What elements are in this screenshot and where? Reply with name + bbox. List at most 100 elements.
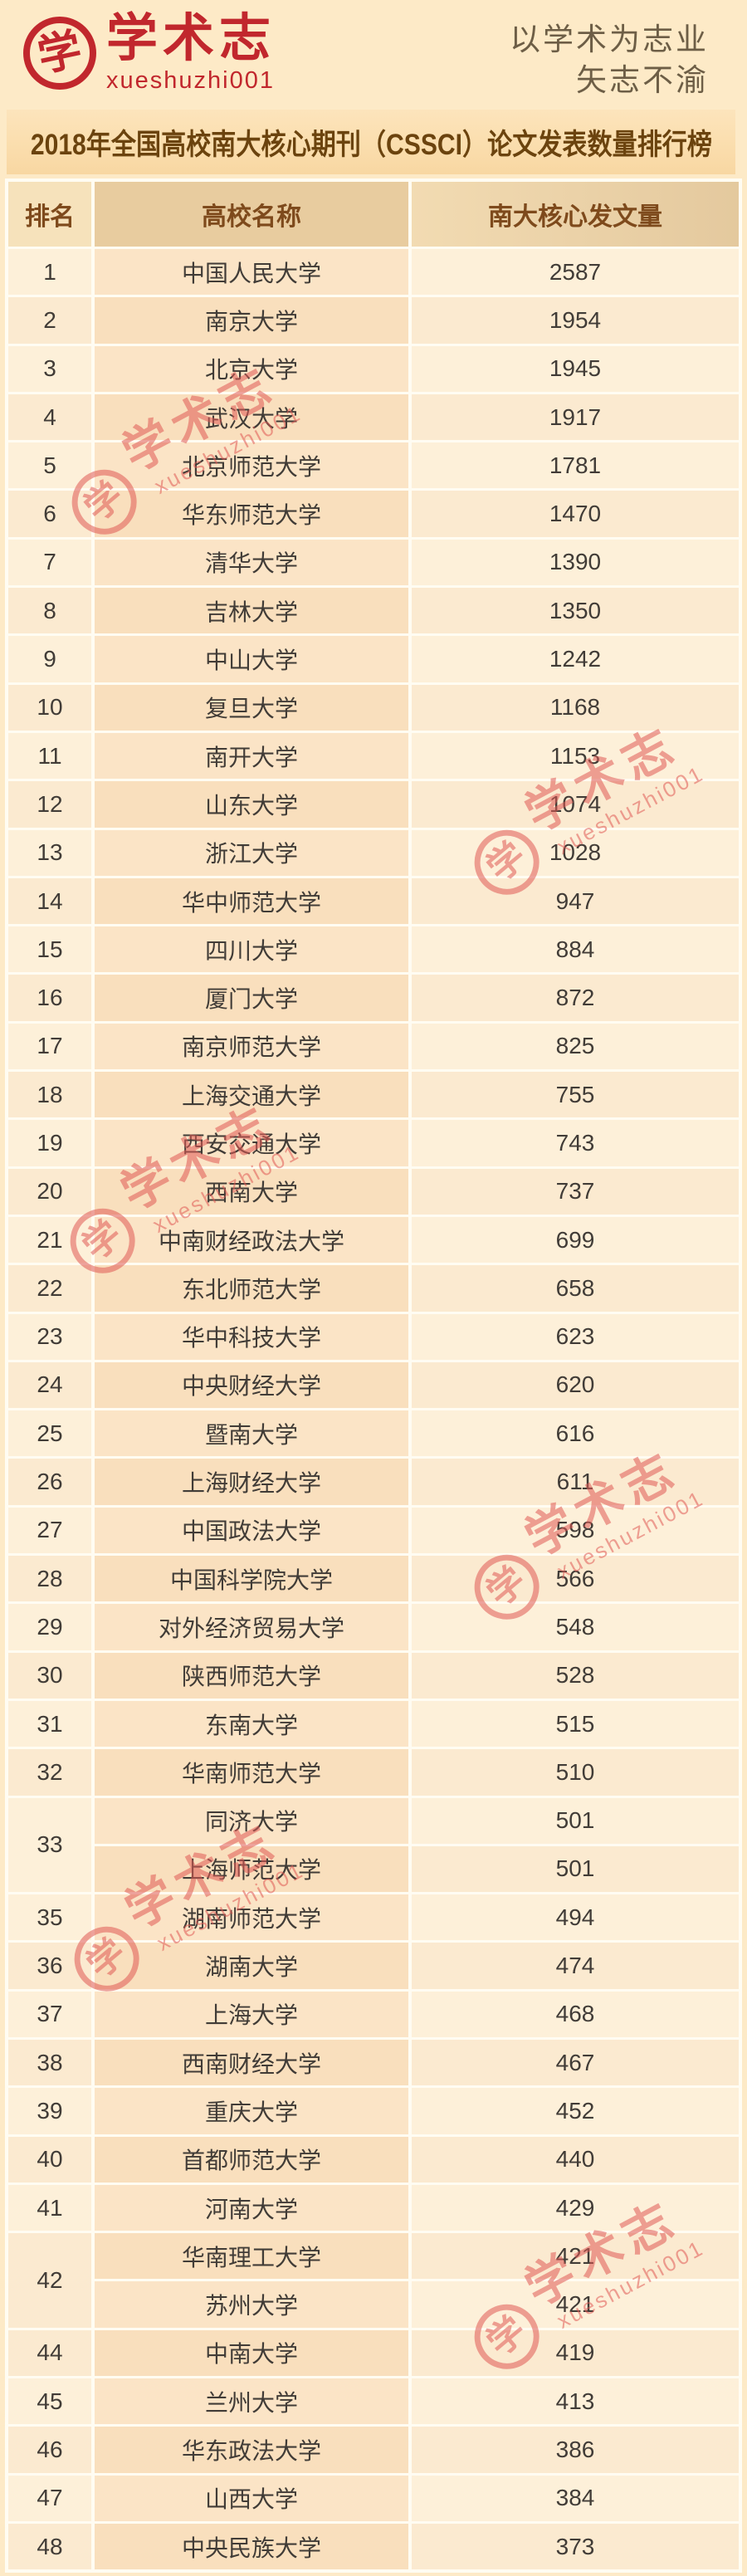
column-header-rank: 排名 [8, 182, 91, 247]
count-cell: 384 [412, 2475, 739, 2521]
count-cell: 1470 [412, 491, 739, 537]
university-cell: 兰州大学 [95, 2378, 408, 2425]
brand-logo-character: 学 [33, 25, 86, 81]
university-cell: 上海财经大学 [95, 1459, 408, 1505]
column-header-count: 南大核心发文量 [412, 182, 739, 247]
university-cell: 四川大学 [95, 926, 408, 973]
university-cell: 重庆大学 [95, 2088, 408, 2134]
university-cell: 首都师范大学 [95, 2136, 408, 2183]
count-cell: 1074 [412, 781, 739, 828]
rank-cell: 28 [8, 1556, 91, 1602]
rank-cell: 46 [8, 2427, 91, 2473]
count-cell: 429 [412, 2184, 739, 2231]
rank-cell: 29 [8, 1604, 91, 1650]
brand-logo-icon: 学 [23, 17, 96, 90]
university-cell: 西安交通大学 [95, 1120, 408, 1166]
university-cell: 华东政法大学 [95, 2427, 408, 2473]
count-cell: 2587 [412, 249, 739, 296]
rank-cell: 39 [8, 2088, 91, 2134]
count-cell: 566 [412, 1556, 739, 1602]
rank-cell: 31 [8, 1700, 91, 1747]
university-cell: 中南大学 [95, 2329, 408, 2377]
rank-cell: 38 [8, 2039, 91, 2086]
rank-cell: 5 [8, 442, 91, 489]
university-cell: 同济大学 [95, 1797, 408, 1844]
university-cell: 华东师范大学 [95, 491, 408, 537]
column-header-university: 高校名称 [95, 182, 408, 247]
university-cell: 吉林大学 [95, 588, 408, 634]
rank-cell: 3 [8, 345, 91, 392]
count-cell: 421 [412, 2233, 739, 2280]
rank-cell: 22 [8, 1265, 91, 1312]
count-cell: 620 [412, 1361, 739, 1409]
count-cell: 884 [412, 926, 739, 973]
university-cell: 东北师范大学 [95, 1265, 408, 1312]
count-cell: 386 [412, 2427, 739, 2473]
rank-cell: 19 [8, 1120, 91, 1166]
rank-cell: 48 [8, 2523, 91, 2570]
count-cell: 474 [412, 1943, 739, 1989]
rank-cell: 26 [8, 1459, 91, 1505]
university-cell: 上海师范大学 [95, 1845, 408, 1893]
count-cell: 1781 [412, 442, 739, 489]
rank-cell: 35 [8, 1894, 91, 1941]
rank-cell: 20 [8, 1168, 91, 1215]
university-cell: 华南理工大学 [95, 2233, 408, 2280]
count-cell: 737 [412, 1168, 739, 1215]
rank-cell: 7 [8, 539, 91, 586]
university-cell: 南京师范大学 [95, 1023, 408, 1070]
university-cell: 厦门大学 [95, 975, 408, 1021]
count-cell: 501 [412, 1845, 739, 1893]
rank-cell: 17 [8, 1023, 91, 1070]
university-cell: 苏州大学 [95, 2281, 408, 2328]
slogan-line-1: 以学术为志业 [510, 22, 709, 56]
rank-cell: 47 [8, 2475, 91, 2521]
rank-cell: 42 [8, 2233, 91, 2328]
rank-cell: 2 [8, 297, 91, 344]
rank-cell: 24 [8, 1361, 91, 1409]
university-cell: 上海交通大学 [95, 1072, 408, 1118]
count-cell: 743 [412, 1120, 739, 1166]
rank-cell: 41 [8, 2184, 91, 2231]
rank-cell: 6 [8, 491, 91, 537]
count-cell: 755 [412, 1072, 739, 1118]
count-cell: 598 [412, 1507, 739, 1554]
count-cell: 528 [412, 1652, 739, 1699]
count-cell: 623 [412, 1313, 739, 1360]
rank-cell: 16 [8, 975, 91, 1021]
rank-cell: 15 [8, 926, 91, 973]
rank-cell: 8 [8, 588, 91, 634]
rank-cell: 13 [8, 829, 91, 876]
brand-name: 学术志 [106, 10, 276, 67]
rank-cell: 33 [8, 1797, 91, 1893]
count-cell: 1954 [412, 297, 739, 344]
university-cell: 暨南大学 [95, 1410, 408, 1457]
count-cell: 468 [412, 1991, 739, 2037]
university-cell: 华中师范大学 [95, 877, 408, 925]
count-cell: 1390 [412, 539, 739, 586]
rank-cell: 10 [8, 684, 91, 731]
brand-text-block: 学术志 xueshuzhi001 [106, 12, 276, 95]
university-cell: 浙江大学 [95, 829, 408, 876]
count-cell: 548 [412, 1604, 739, 1650]
rank-cell: 32 [8, 1749, 91, 1796]
university-cell: 中国人民大学 [95, 249, 408, 296]
page-title: 2018年全国高校南大核心期刊（CSSCI）论文发表数量排行榜 [30, 128, 712, 161]
university-cell: 东南大学 [95, 1700, 408, 1747]
rank-cell: 21 [8, 1216, 91, 1264]
university-cell: 湖南大学 [95, 1943, 408, 1989]
rank-cell: 18 [8, 1072, 91, 1118]
university-cell: 华南师范大学 [95, 1749, 408, 1796]
count-cell: 501 [412, 1797, 739, 1844]
rank-cell: 44 [8, 2329, 91, 2377]
university-cell: 对外经济贸易大学 [95, 1604, 408, 1650]
university-cell: 武汉大学 [95, 393, 408, 441]
rank-cell: 1 [8, 249, 91, 296]
brand-slogan: 以学术为志业 矢志不渝 [510, 20, 709, 101]
university-cell: 复旦大学 [95, 684, 408, 731]
university-cell: 中山大学 [95, 636, 408, 682]
university-cell: 清华大学 [95, 539, 408, 586]
count-cell: 421 [412, 2281, 739, 2328]
count-cell: 699 [412, 1216, 739, 1264]
count-cell: 413 [412, 2378, 739, 2425]
